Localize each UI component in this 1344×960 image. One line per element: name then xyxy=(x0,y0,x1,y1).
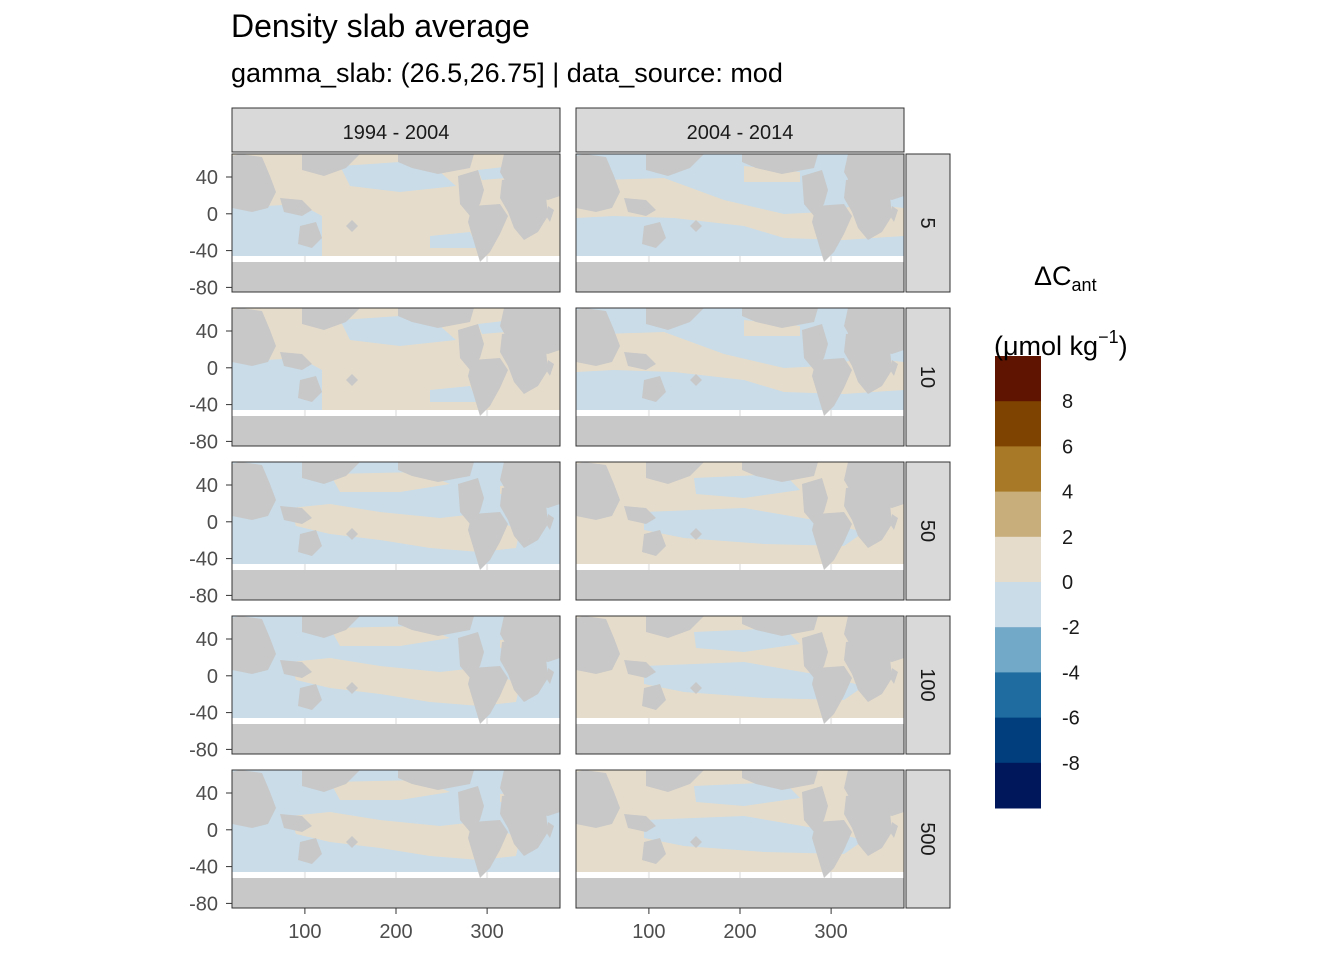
y-tick-label: 0 xyxy=(207,358,218,380)
y-tick-label: -40 xyxy=(189,703,218,725)
facet-row-strip: 500 xyxy=(905,769,951,909)
facet-panel xyxy=(575,461,905,601)
facet-row-strip: 5 xyxy=(905,153,951,293)
legend-title-sub: ant xyxy=(1071,275,1097,295)
legend-unit-close: ) xyxy=(1118,331,1128,361)
facet-panel xyxy=(575,153,905,293)
x-tick-label: 200 xyxy=(379,921,412,943)
legend-swatch xyxy=(995,582,1041,628)
facet-panel xyxy=(575,615,905,755)
chart-subtitle: gamma_slab: (26.5,26.75] | data_source: … xyxy=(231,58,783,88)
facet-row-strip: 50 xyxy=(905,461,951,601)
facet-panel xyxy=(231,461,561,601)
legend-unit-open: (μmol kg xyxy=(994,331,1099,361)
x-tick-label: 100 xyxy=(632,921,665,943)
x-tick-label: 300 xyxy=(470,921,503,943)
x-tick-label: 300 xyxy=(814,921,847,943)
facet-column-label: 2004 - 2014 xyxy=(687,122,794,144)
legend-label: 0 xyxy=(1062,572,1073,594)
y-tick-label: 40 xyxy=(196,321,218,343)
facet-row-strip: 100 xyxy=(905,615,951,755)
legend-swatch xyxy=(995,762,1041,809)
y-tick-label: 0 xyxy=(207,820,218,842)
facet-row-label: 50 xyxy=(916,520,938,542)
legend-label: -6 xyxy=(1062,708,1080,730)
facet-panel xyxy=(231,153,561,293)
facet-panel xyxy=(231,307,561,447)
facet-panel xyxy=(231,769,561,909)
legend-swatch xyxy=(995,627,1041,673)
y-tick-label: 40 xyxy=(196,167,218,189)
facet-panel xyxy=(575,769,905,909)
legend-swatch xyxy=(995,356,1041,402)
y-tick-label: -80 xyxy=(189,739,218,761)
y-tick-label: 40 xyxy=(196,629,218,651)
legend-swatch xyxy=(995,491,1041,538)
y-tick-label: 0 xyxy=(207,666,218,688)
y-tick-label: -80 xyxy=(189,893,218,915)
x-tick-label: 100 xyxy=(288,921,321,943)
facet-row-label: 10 xyxy=(916,366,938,388)
legend-label: 2 xyxy=(1062,527,1073,549)
x-tick-label: 200 xyxy=(723,921,756,943)
legend-title-main: ΔC xyxy=(1034,261,1072,291)
facet-column-label: 1994 - 2004 xyxy=(343,122,450,144)
chart-title: Density slab average xyxy=(231,8,530,44)
facet-row-label: 100 xyxy=(916,668,938,701)
y-tick-label: -80 xyxy=(189,585,218,607)
y-tick-label: -80 xyxy=(189,277,218,299)
legend-label: -8 xyxy=(1062,753,1080,775)
legend-label: 8 xyxy=(1062,391,1073,413)
y-tick-label: 0 xyxy=(207,204,218,226)
legend-swatch xyxy=(995,401,1041,447)
facet-column-strip: 2004 - 2014 xyxy=(575,107,905,153)
y-tick-label: -40 xyxy=(189,241,218,263)
y-tick-label: -40 xyxy=(189,857,218,879)
legend-swatch xyxy=(995,672,1041,719)
y-tick-label: 0 xyxy=(207,512,218,534)
facet-row-label: 5 xyxy=(916,217,938,228)
y-tick-label: -80 xyxy=(189,431,218,453)
facet-row-strip: 10 xyxy=(905,307,951,447)
facet-row-label: 500 xyxy=(916,822,938,855)
y-tick-label: 40 xyxy=(196,475,218,497)
legend-label: -4 xyxy=(1062,662,1080,684)
legend-swatch xyxy=(995,717,1041,764)
facet-panel xyxy=(231,615,561,755)
y-tick-label: 40 xyxy=(196,783,218,805)
facet-column-strip: 1994 - 2004 xyxy=(231,107,561,153)
legend-unit-sup: −1 xyxy=(1098,327,1119,347)
legend-label: -2 xyxy=(1062,617,1080,639)
legend-title: ΔCant (μmol kg−1) xyxy=(994,250,1154,372)
facet-panel xyxy=(575,307,905,447)
y-tick-label: -40 xyxy=(189,395,218,417)
legend-label: 6 xyxy=(1062,436,1073,458)
legend-swatch xyxy=(995,536,1041,583)
legend-label: 4 xyxy=(1062,482,1073,504)
y-tick-label: -40 xyxy=(189,549,218,571)
legend-swatch xyxy=(995,446,1041,493)
